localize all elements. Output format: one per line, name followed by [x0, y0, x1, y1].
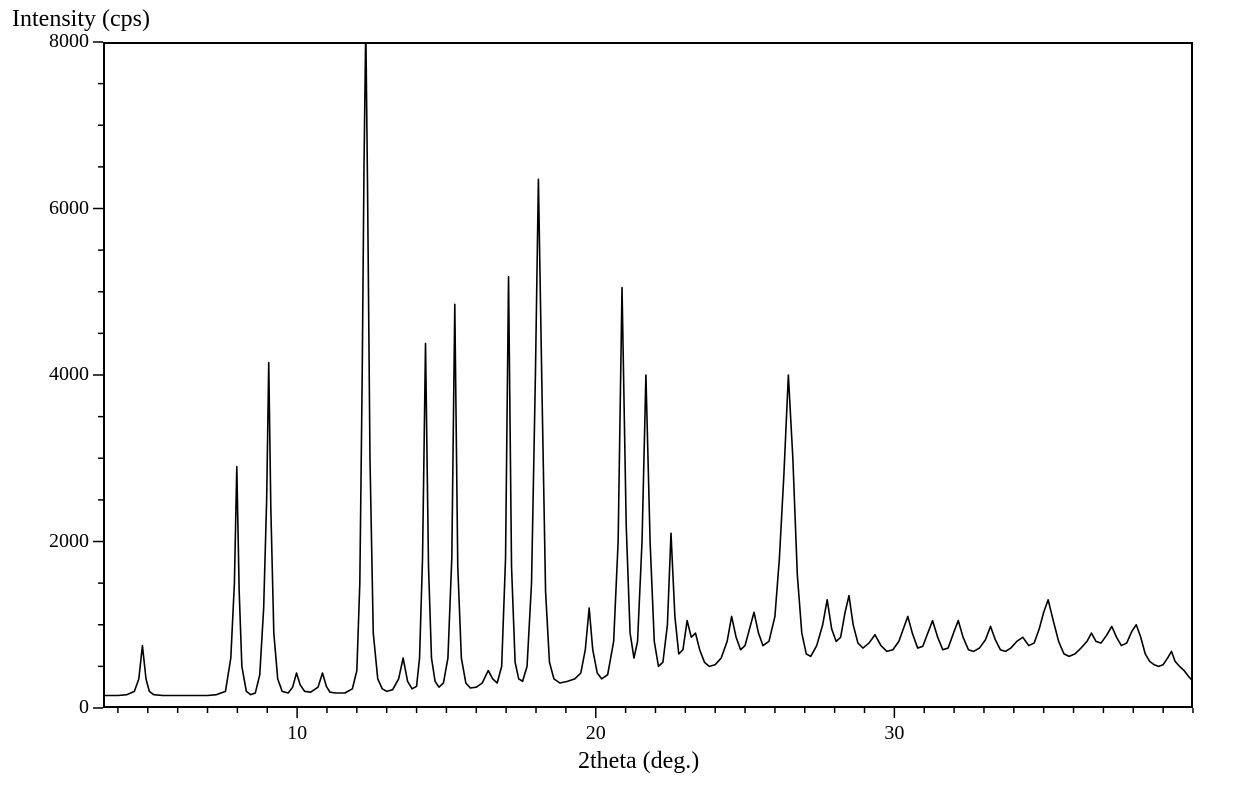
x-axis-label: 2theta (deg.) — [578, 748, 699, 775]
y-tick-label: 4000 — [29, 363, 89, 386]
x-tick-label: 20 — [576, 722, 616, 745]
x-tick-label: 30 — [874, 722, 914, 745]
chart-svg — [0, 0, 1240, 801]
y-tick-label: 2000 — [29, 530, 89, 553]
y-tick-label: 0 — [29, 696, 89, 719]
x-tick-label: 10 — [277, 722, 317, 745]
data-series-xrd-pattern — [103, 25, 1193, 695]
xrd-chart: Intensity (cps) 2theta (deg.) 0200040006… — [0, 0, 1240, 801]
y-tick-label: 6000 — [29, 197, 89, 220]
y-tick-label: 8000 — [29, 30, 89, 53]
